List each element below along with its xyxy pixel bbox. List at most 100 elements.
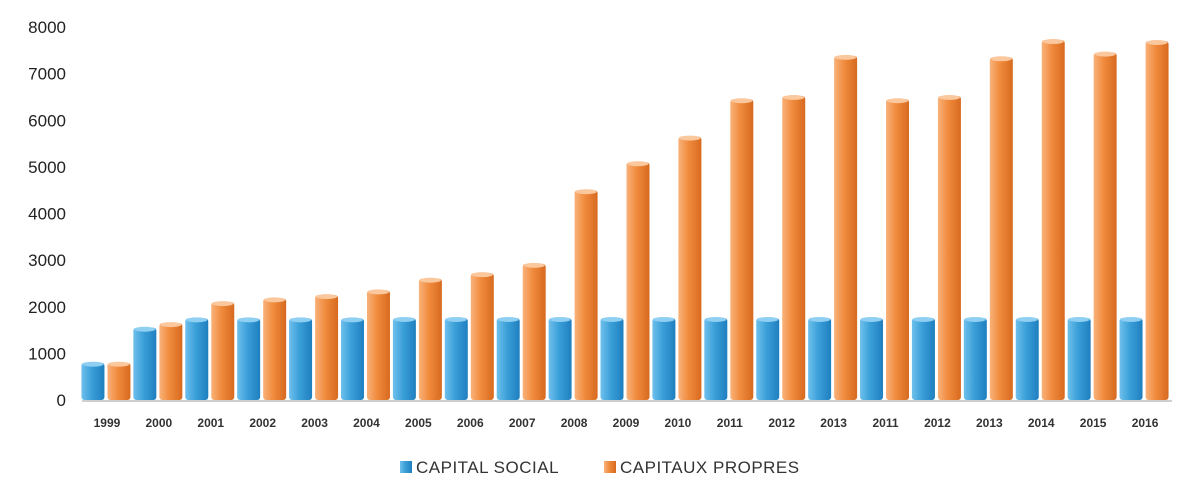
x-tick-label: 2013 — [976, 416, 1003, 430]
capital-social-bar — [185, 318, 209, 400]
legend-capital-social-swatch — [400, 461, 412, 473]
capital-social-bar-top — [82, 361, 104, 367]
capitaux-propres-bar-top — [575, 189, 597, 195]
capital-social-bar-top — [549, 316, 571, 322]
x-tick-label: 2006 — [457, 416, 484, 430]
capitaux-propres-bar-top — [887, 98, 909, 104]
x-tick-label: 2012 — [768, 416, 795, 430]
capitaux-propres-bar-top — [108, 361, 130, 367]
capitaux-propres-bar-top — [160, 322, 182, 328]
capital-social-bar — [1015, 317, 1039, 400]
legend-capitaux-propres-label: CAPITAUX PROPRES — [620, 458, 800, 477]
capital-social-bar — [392, 317, 416, 400]
x-tick-label: 2011 — [873, 416, 899, 430]
x-axis: 1999 2000 2001 2002 2003 2004 2005 2006 2007 2008… — [94, 416, 1159, 430]
y-tick-label: 7000 — [28, 65, 66, 84]
x-tick-label: 2002 — [249, 416, 276, 430]
capital-social-bar-top — [393, 316, 415, 322]
capital-social-bar — [444, 317, 468, 400]
capital-social-bar — [133, 327, 157, 400]
capitaux-propres-bar-top — [783, 95, 805, 101]
x-tick-label: 2011 — [717, 416, 743, 430]
x-tick-label: 2010 — [665, 416, 692, 430]
capitaux-propres-bar — [989, 57, 1013, 401]
capitaux-propres-bar-top — [938, 95, 960, 101]
capital-social-bar-top — [1120, 316, 1142, 322]
capital-social-bar-top — [653, 316, 675, 322]
capitaux-propres-bar-top — [835, 54, 857, 60]
capitaux-propres-bar-top — [316, 294, 338, 300]
legend-capitaux-propres-swatch — [604, 461, 616, 473]
capital-social-bar — [756, 317, 780, 400]
capitaux-propres-bar-top — [419, 277, 441, 283]
capitaux-propres-bar — [886, 99, 910, 401]
x-tick-label: 2005 — [405, 416, 432, 430]
capitaux-propres-bar-top — [367, 289, 389, 295]
capital-social-bar — [548, 317, 572, 400]
capitaux-propres-bar — [678, 136, 702, 400]
capital-social-bar-top — [964, 316, 986, 322]
capital-social-bar-top — [134, 326, 156, 332]
capitaux-propres-bar — [418, 278, 442, 400]
capitaux-propres-bar — [470, 273, 494, 400]
capital-social-bar-top — [601, 316, 623, 322]
plot-area — [81, 39, 1172, 402]
x-tick-label: 2000 — [146, 416, 173, 430]
x-tick-label: 2015 — [1080, 416, 1107, 430]
capital-social-bar-top — [497, 316, 519, 322]
capitaux-propres-bar — [626, 162, 650, 400]
capitaux-propres-bar — [366, 290, 390, 400]
x-tick-label: 1999 — [94, 416, 121, 430]
y-tick-label: 8000 — [28, 18, 66, 37]
x-tick-label: 2016 — [1132, 416, 1159, 430]
capital-social-bar — [600, 317, 624, 400]
capital-social-bar — [496, 317, 520, 400]
capitaux-propres-bar — [211, 302, 235, 400]
y-tick-label: 0 — [57, 391, 66, 410]
capital-social-bar-top — [705, 316, 727, 322]
capitaux-propres-bar — [315, 295, 339, 400]
capitaux-propres-bar-top — [1146, 39, 1168, 45]
capital-social-bar — [860, 317, 884, 400]
capitaux-propres-bar — [263, 298, 287, 400]
capitaux-propres-bar-top — [523, 262, 545, 268]
capital-social-bar — [1067, 317, 1091, 400]
capital-social-bar — [237, 318, 261, 400]
capitaux-propres-bar-top — [679, 135, 701, 141]
capitaux-propres-bar-top — [471, 272, 493, 278]
capitaux-propres-bar-top — [990, 56, 1012, 62]
y-axis: 0 1000 2000 3000 4000 5000 6000 7000 8000 — [28, 18, 66, 410]
y-tick-label: 3000 — [28, 251, 66, 270]
capital-social-bar-top — [1068, 316, 1090, 322]
legend: CAPITAL SOCIAL CAPITAUX PROPRES — [400, 458, 800, 477]
capitaux-propres-bar — [937, 96, 961, 400]
y-tick-label: 1000 — [28, 344, 66, 363]
capitaux-propres-bar-top — [264, 297, 286, 303]
capital-social-bar-top — [341, 317, 363, 323]
x-tick-label: 2007 — [509, 416, 536, 430]
legend-capital-social-label: CAPITAL SOCIAL — [416, 458, 559, 477]
capital-social-bar-top — [186, 317, 208, 323]
capital-social-bar-top — [445, 316, 467, 322]
x-tick-label: 2004 — [353, 416, 380, 430]
capital-social-bar — [704, 317, 728, 400]
capital-social-bar — [289, 318, 313, 400]
capitaux-propres-bar-top — [1094, 51, 1116, 57]
capitaux-propres-bar — [1093, 52, 1117, 401]
capitaux-propres-bar-top — [731, 98, 753, 104]
x-tick-label: 2012 — [924, 416, 951, 430]
capital-social-bar — [911, 317, 935, 400]
capitaux-propres-bar-top — [212, 301, 234, 307]
capital-social-bar-top — [861, 316, 883, 322]
capitaux-propres-bar — [1041, 40, 1065, 401]
capital-social-bar — [1119, 317, 1143, 400]
x-tick-label: 2001 — [197, 416, 224, 430]
x-tick-label: 2009 — [613, 416, 640, 430]
x-tick-label: 2014 — [1028, 416, 1055, 430]
capital-social-bar-top — [1016, 316, 1038, 322]
capitaux-propres-bar-top — [627, 161, 649, 167]
capitaux-propres-bar — [834, 55, 858, 400]
y-tick-label: 4000 — [28, 205, 66, 224]
x-tick-label: 2008 — [561, 416, 588, 430]
